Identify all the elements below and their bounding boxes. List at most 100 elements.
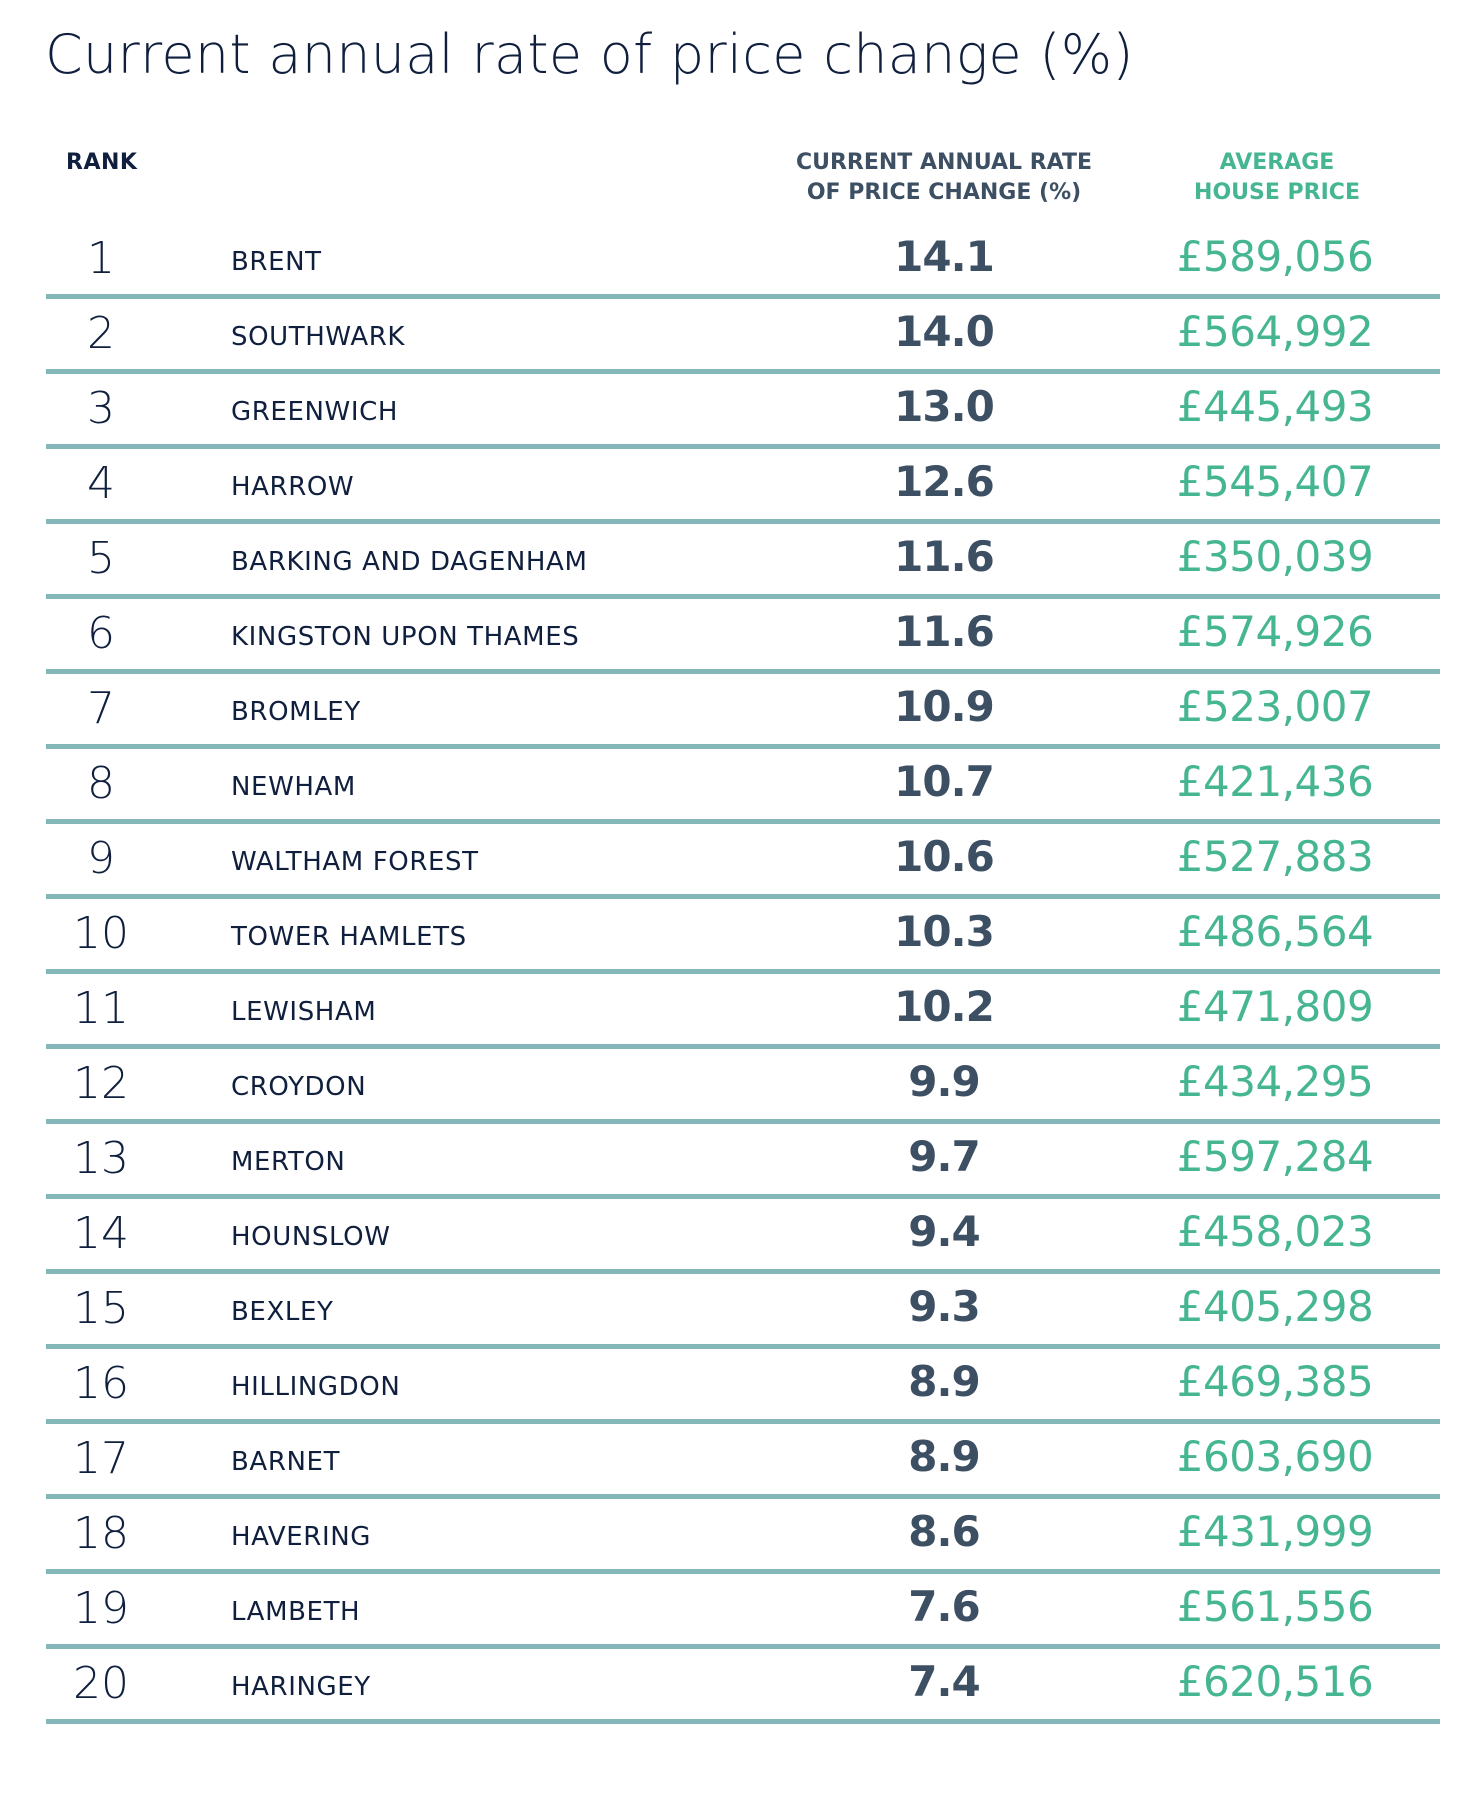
price-cell: £564,992	[1176, 307, 1374, 356]
rate-cell: 10.3	[894, 907, 995, 956]
column-header-rate: CURRENT ANNUAL RATE OF PRICE CHANGE (%)	[764, 148, 1124, 208]
rank-cell: 9	[87, 833, 115, 884]
price-cell: £527,883	[1176, 832, 1374, 881]
rate-cell: 11.6	[894, 607, 995, 656]
price-cell: £486,564	[1176, 907, 1374, 956]
borough-cell: BEXLEY	[231, 1297, 334, 1327]
column-header-rate-line2: OF PRICE CHANGE (%)	[806, 180, 1082, 205]
price-cell: £597,284	[1176, 1132, 1374, 1181]
page-title: Current annual rate of price change (%)	[45, 23, 1134, 86]
borough-cell: BARNET	[231, 1447, 341, 1477]
borough-cell: HOUNSLOW	[231, 1222, 391, 1252]
rank-cell: 5	[87, 533, 115, 584]
borough-cell: NEWHAM	[231, 772, 356, 802]
price-cell: £545,407	[1176, 457, 1374, 506]
table-row: 8 NEWHAM 10.7 £421,436	[46, 749, 1440, 824]
rate-cell: 13.0	[894, 382, 995, 431]
rank-cell: 1	[87, 233, 115, 284]
rate-cell: 10.6	[894, 832, 995, 881]
rank-cell: 6	[87, 608, 115, 659]
borough-cell: KINGSTON UPON THAMES	[231, 622, 580, 652]
borough-cell: HILLINGDON	[231, 1372, 401, 1402]
rank-cell: 17	[73, 1433, 129, 1484]
rate-cell: 10.2	[894, 982, 995, 1031]
borough-cell: SOUTHWARK	[231, 322, 406, 352]
price-cell: £561,556	[1176, 1582, 1374, 1631]
rank-cell: 16	[73, 1358, 129, 1409]
column-header-price-line2: HOUSE PRICE	[1194, 180, 1360, 205]
rate-cell: 9.3	[908, 1282, 980, 1331]
price-cell: £589,056	[1176, 232, 1374, 281]
rate-cell: 8.6	[908, 1507, 980, 1556]
price-cell: £469,385	[1176, 1357, 1374, 1406]
borough-cell: MERTON	[231, 1147, 346, 1177]
table-row: 2 SOUTHWARK 14.0 £564,992	[46, 299, 1440, 374]
rate-cell: 10.7	[894, 757, 995, 806]
rate-cell: 14.1	[894, 232, 995, 281]
rank-cell: 8	[87, 758, 115, 809]
table-row: 3 GREENWICH 13.0 £445,493	[46, 374, 1440, 449]
rate-cell: 11.6	[894, 532, 995, 581]
column-header-price-line1: AVERAGE	[1219, 150, 1335, 175]
table-row: 4 HARROW 12.6 £545,407	[46, 449, 1440, 524]
rank-cell: 19	[73, 1583, 129, 1634]
rank-cell: 18	[73, 1508, 129, 1559]
rate-cell: 8.9	[908, 1432, 980, 1481]
rank-cell: 13	[73, 1133, 129, 1184]
table-row: 10 TOWER HAMLETS 10.3 £486,564	[46, 899, 1440, 974]
table-row: 15 BEXLEY 9.3 £405,298	[46, 1274, 1440, 1349]
table-row: 16 HILLINGDON 8.9 £469,385	[46, 1349, 1440, 1424]
rank-cell: 3	[87, 383, 115, 434]
table-row: 18 HAVERING 8.6 £431,999	[46, 1499, 1440, 1574]
table-row: 7 BROMLEY 10.9 £523,007	[46, 674, 1440, 749]
price-cell: £431,999	[1176, 1507, 1374, 1556]
borough-cell: HAVERING	[231, 1522, 372, 1552]
price-cell: £523,007	[1176, 682, 1374, 731]
borough-cell: LEWISHAM	[231, 997, 377, 1027]
borough-cell: CROYDON	[231, 1072, 367, 1102]
rank-cell: 7	[87, 683, 115, 734]
borough-cell: BARKING AND DAGENHAM	[231, 547, 588, 577]
borough-cell: HARINGEY	[231, 1672, 371, 1702]
table-row: 17 BARNET 8.9 £603,690	[46, 1424, 1440, 1499]
price-cell: £405,298	[1176, 1282, 1374, 1331]
column-header-rank: RANK	[66, 150, 138, 175]
table-row: 9 WALTHAM FOREST 10.6 £527,883	[46, 824, 1440, 899]
rate-cell: 9.7	[908, 1132, 980, 1181]
rate-cell: 14.0	[894, 307, 995, 356]
rate-cell: 9.9	[908, 1057, 980, 1106]
borough-cell: GREENWICH	[231, 397, 398, 427]
table-row: 1 BRENT 14.1 £589,056	[46, 224, 1440, 299]
rate-cell: 10.9	[894, 682, 995, 731]
rate-cell: 7.6	[908, 1582, 980, 1631]
price-cell: £434,295	[1176, 1057, 1374, 1106]
table-row: 13 MERTON 9.7 £597,284	[46, 1124, 1440, 1199]
borough-cell: HARROW	[231, 472, 355, 502]
price-cell: £471,809	[1176, 982, 1374, 1031]
table-row: 14 HOUNSLOW 9.4 £458,023	[46, 1199, 1440, 1274]
price-cell: £458,023	[1176, 1207, 1374, 1256]
table-row: 6 KINGSTON UPON THAMES 11.6 £574,926	[46, 599, 1440, 674]
column-header-rate-line1: CURRENT ANNUAL RATE	[795, 150, 1093, 175]
table-row: 12 CROYDON 9.9 £434,295	[46, 1049, 1440, 1124]
ranking-table: 1 BRENT 14.1 £589,056 2 SOUTHWARK 14.0 £…	[46, 224, 1440, 1724]
price-cell: £350,039	[1176, 532, 1374, 581]
rate-cell: 9.4	[908, 1207, 980, 1256]
borough-cell: LAMBETH	[231, 1597, 361, 1627]
column-header-price: AVERAGE HOUSE PRICE	[1147, 148, 1407, 208]
rate-cell: 8.9	[908, 1357, 980, 1406]
rank-cell: 12	[73, 1058, 129, 1109]
rank-cell: 4	[87, 458, 115, 509]
price-cell: £445,493	[1176, 382, 1374, 431]
borough-cell: TOWER HAMLETS	[231, 922, 467, 952]
price-cell: £421,436	[1176, 757, 1374, 806]
borough-cell: BRENT	[231, 247, 322, 277]
table-row: 20 HARINGEY 7.4 £620,516	[46, 1649, 1440, 1724]
rank-cell: 14	[73, 1208, 129, 1259]
price-cell: £574,926	[1176, 607, 1374, 656]
price-cell: £620,516	[1176, 1657, 1374, 1706]
rank-cell: 15	[73, 1283, 129, 1334]
table-row: 5 BARKING AND DAGENHAM 11.6 £350,039	[46, 524, 1440, 599]
rank-cell: 10	[73, 908, 129, 959]
borough-cell: BROMLEY	[231, 697, 361, 727]
